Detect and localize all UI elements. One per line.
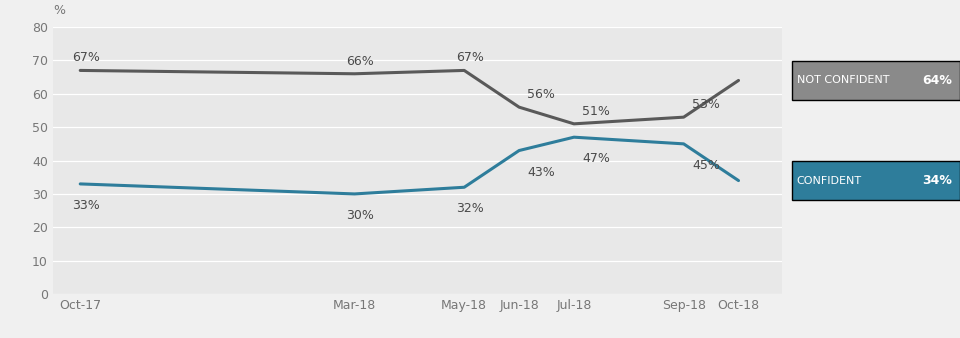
- Text: 34%: 34%: [923, 174, 952, 187]
- Text: 67%: 67%: [456, 51, 484, 65]
- Text: 33%: 33%: [72, 199, 100, 212]
- Text: %: %: [53, 4, 64, 17]
- Text: 67%: 67%: [72, 51, 100, 65]
- Text: CONFIDENT: CONFIDENT: [797, 175, 862, 186]
- Text: 47%: 47%: [582, 152, 610, 165]
- Text: 32%: 32%: [456, 202, 484, 215]
- Text: 30%: 30%: [347, 209, 374, 222]
- Text: 53%: 53%: [692, 98, 720, 111]
- Text: 56%: 56%: [527, 88, 555, 101]
- Text: 66%: 66%: [347, 55, 374, 68]
- Text: 64%: 64%: [923, 74, 952, 87]
- Text: 45%: 45%: [692, 159, 720, 172]
- Text: 43%: 43%: [527, 166, 555, 178]
- Text: NOT CONFIDENT: NOT CONFIDENT: [797, 75, 889, 86]
- Text: 51%: 51%: [582, 105, 610, 118]
